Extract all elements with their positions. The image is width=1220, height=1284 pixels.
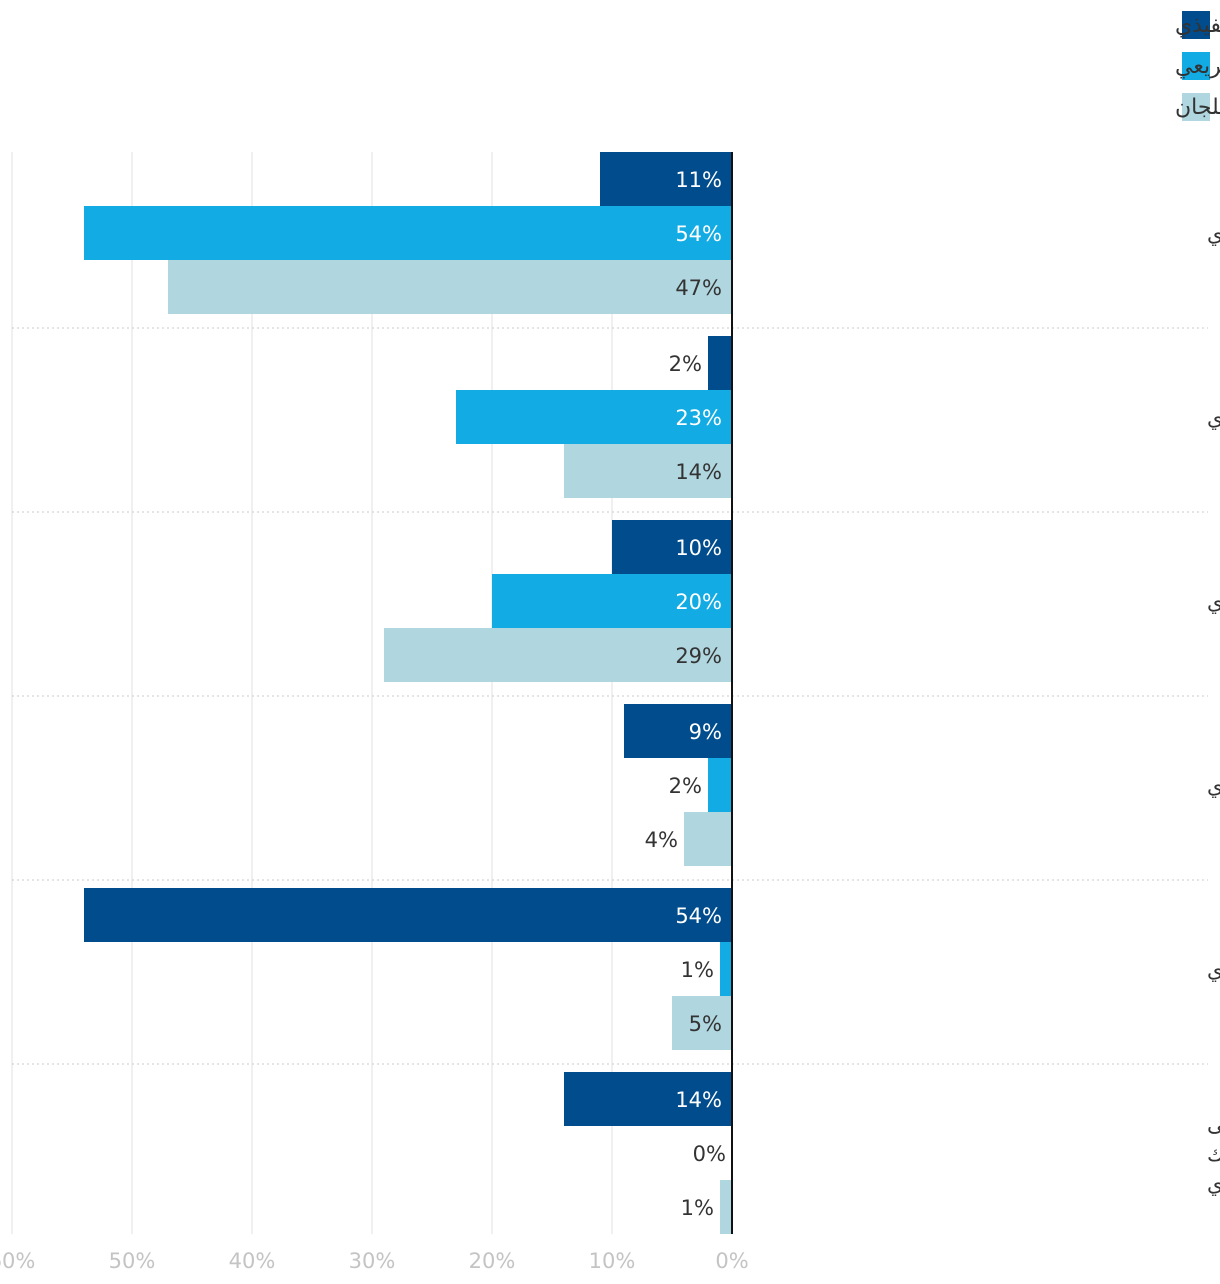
bar-value-label: 2% [669,774,702,798]
x-tick-label: 50% [109,1249,156,1273]
category-labels: حتى 500 فرنك سويسري من 501 إلى 1000 فرنك … [1207,222,1220,1196]
bar [84,888,732,942]
legend: الجهاز التنفيذي التشريعي اللجان [1175,11,1220,121]
bar [624,704,732,758]
category-separators [12,327,1208,1065]
bar [672,996,732,1050]
x-tick-label: 20% [469,1249,516,1273]
bar [168,260,732,314]
legend-label-0: الجهاز التنفيذي [1175,13,1220,38]
bar-value-label: 9% [689,720,722,744]
bar-value-label: 4% [645,828,678,852]
bar-value-label: 10% [675,536,722,560]
bar [720,1180,732,1234]
x-tick-label: 30% [349,1249,396,1273]
bar-value-label: 0% [693,1142,726,1166]
category-label: حتى 500 فرنك سويسري [1207,222,1220,246]
bar-value-label: 54% [675,222,722,246]
category-label: من 5001 إلى 10000 فرنك سويسري [1207,774,1220,799]
bar [708,758,732,812]
category-label: من 501 إلى 1000 فرنك سويسري [1207,406,1220,431]
bar [456,390,732,444]
bar-value-label: 29% [675,644,722,668]
grid [11,152,613,1234]
bar [564,1072,732,1126]
category-label: من 100001 إلى 50000 فرنك سويسري [1207,958,1220,983]
bar-value-label: 5% [689,1012,722,1036]
bar [600,152,732,206]
bar-value-label: 20% [675,590,722,614]
category-label: من 1001 إلى 5000 فرنك سويسري [1207,590,1220,615]
bar-value-label: 1% [681,958,714,982]
x-axis: 0% 10% 20% 30% 40% 50% 60% [0,152,749,1273]
legend-label-1: التشريعي [1175,54,1220,79]
bar [708,336,732,390]
bar-value-label: 1% [681,1196,714,1220]
bar [720,942,732,996]
bar [492,574,732,628]
bar [564,444,732,498]
bar-value-label: 47% [675,276,722,300]
legend-swatch-0 [1182,11,1210,39]
bar-value-label: 23% [675,406,722,430]
bar-value-label: 14% [675,460,722,484]
legend-swatch-1 [1182,52,1210,80]
legend-swatch-2 [1182,93,1210,121]
bar-value-label: 14% [675,1088,722,1112]
bar [84,206,732,260]
bar-value-label: 54% [675,904,722,928]
legend-label-2: اللجان [1175,95,1220,120]
bar [684,812,732,866]
bar-value-label: 11% [675,168,722,192]
bar-value-label: 2% [669,352,702,376]
x-tick-label: 60% [0,1249,35,1273]
category-label: أكثر من 50000 فرنك سويسري من 100001 إلى5… [1207,1110,1220,1196]
bar [612,520,732,574]
bar [384,628,732,682]
x-tick-label: 40% [229,1249,276,1273]
x-tick-label: 10% [589,1249,636,1273]
x-tick-label: 0% [715,1249,748,1273]
bars: 11% 54% 47% 2% 23% 14% 10% 20% 29% 9% 2% 4% 54% 1% 5% 1… [84,152,732,1234]
